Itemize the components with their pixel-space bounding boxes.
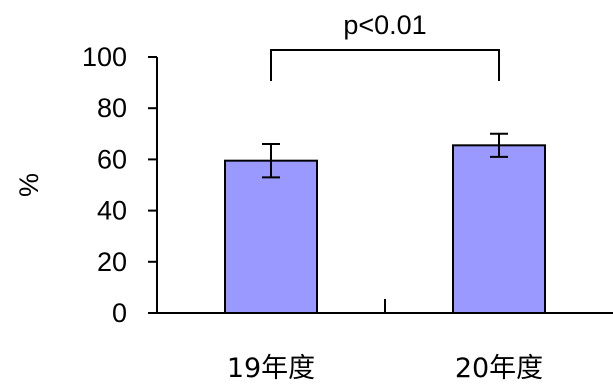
y-axis-ticks: 0 20 40 60 80 100 — [82, 42, 157, 328]
bar — [224, 159, 318, 314]
significance-bracket-line — [270, 49, 500, 81]
y-tick-label: 20 — [97, 247, 127, 277]
y-tick-label: 60 — [97, 144, 127, 174]
error-bars — [262, 132, 508, 179]
error-bar — [490, 132, 508, 158]
y-tick-label: 40 — [97, 196, 127, 226]
x-axis-labels: 19年度 20年度 — [227, 353, 543, 384]
significance-bracket: p<0.01 — [270, 10, 500, 81]
y-tick-label: 80 — [97, 93, 127, 123]
bar — [452, 144, 546, 314]
y-tick-label: 100 — [82, 42, 127, 72]
y-axis-title: % — [14, 173, 44, 197]
y-tick-label: 0 — [112, 298, 127, 328]
x-category-label: 19年度 — [227, 353, 315, 384]
significance-label: p<0.01 — [343, 10, 426, 40]
bars — [224, 144, 546, 314]
error-bar — [262, 143, 280, 179]
x-category-label: 20年度 — [455, 353, 543, 384]
